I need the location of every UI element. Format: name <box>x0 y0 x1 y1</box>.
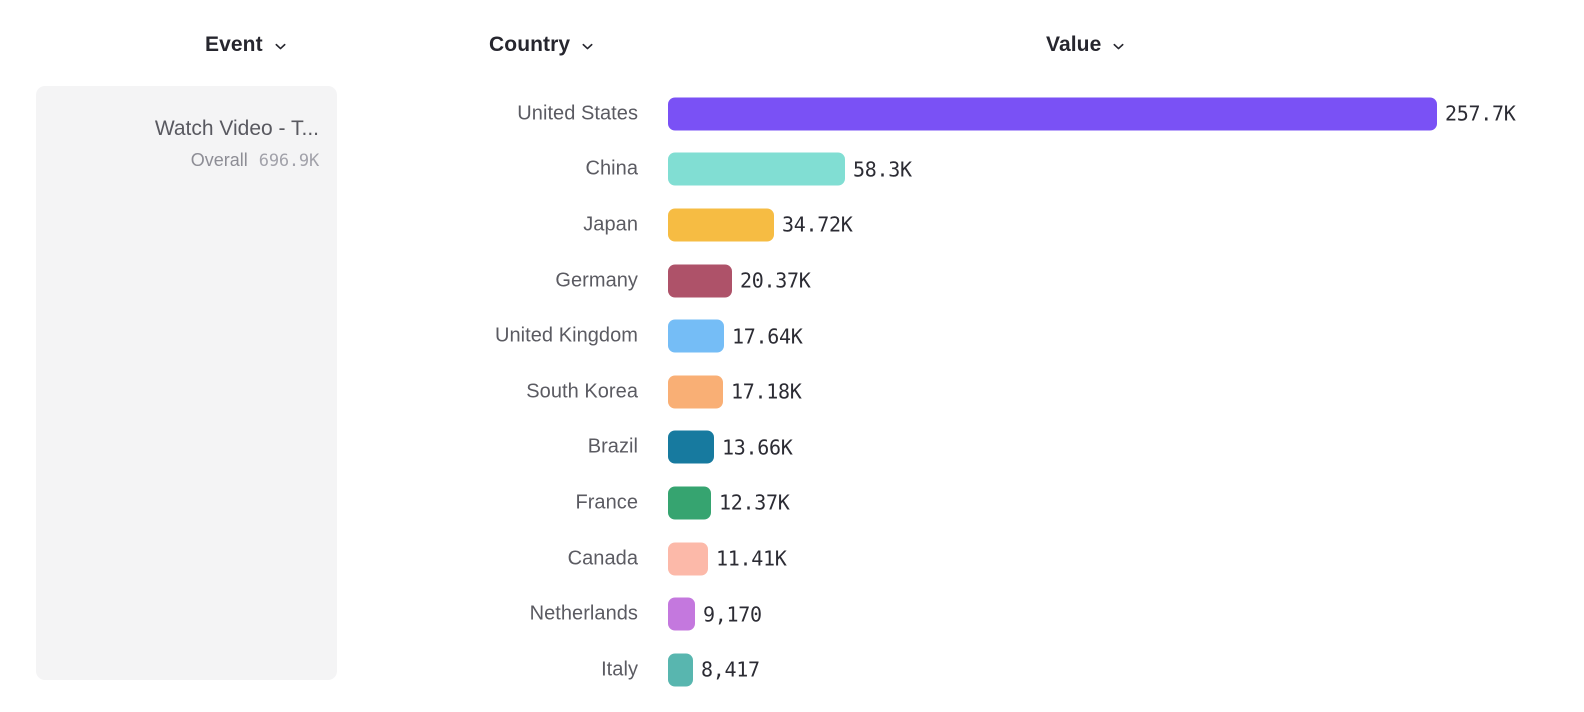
bar-row-label: United Kingdom <box>494 324 638 347</box>
bar-row-label: France <box>575 491 638 514</box>
bar-row[interactable]: United Kingdom 17.64K <box>0 308 1584 364</box>
bar-row[interactable]: South Korea 17.18K <box>0 364 1584 420</box>
bar-row-label: China <box>585 157 638 180</box>
bar[interactable] <box>668 152 845 186</box>
bar-row[interactable]: China 58.3K <box>0 142 1584 198</box>
bar-row-bar-wrap: 13.66K <box>668 430 793 464</box>
bar-row-bar-wrap: 9,170 <box>668 597 762 631</box>
bar-row[interactable]: Japan 34.72K <box>0 197 1584 253</box>
bar-row[interactable]: Brazil 13.66K <box>0 420 1584 476</box>
bar-value-label: 20.37K <box>740 268 811 293</box>
bar-row-label: Italy <box>601 658 638 681</box>
bar-row-bar-wrap: 58.3K <box>668 152 912 186</box>
bar-row-label: United States <box>517 102 638 125</box>
bar[interactable] <box>668 319 724 353</box>
bar-value-label: 17.64K <box>732 324 803 349</box>
bar[interactable] <box>668 597 695 631</box>
event-card-overall-label: Overall <box>190 150 248 170</box>
column-header-event-label: Event <box>205 33 263 56</box>
bar-value-label: 34.72K <box>782 212 853 237</box>
bar-row[interactable]: Italy 8,417 <box>0 642 1584 698</box>
bar-value-label: 13.66K <box>722 435 793 460</box>
bar-value-label: 11.41K <box>716 546 787 571</box>
event-card-title: Watch Video - T... <box>154 117 319 140</box>
bar-row-label: Japan <box>583 213 638 236</box>
bar-row-label: Brazil <box>587 435 638 458</box>
bar-row[interactable]: United States 257.7K <box>0 86 1584 142</box>
bar-row[interactable]: Germany 20.37K <box>0 253 1584 309</box>
chevron-down-icon[interactable] <box>273 39 288 54</box>
column-header-event[interactable]: Event <box>205 33 288 57</box>
bar[interactable] <box>668 486 711 520</box>
bar-row-label: Netherlands <box>529 602 638 625</box>
bar-value-label: 12.37K <box>719 490 790 515</box>
chevron-down-icon[interactable] <box>1111 39 1126 54</box>
bar-row[interactable]: France 12.37K <box>0 475 1584 531</box>
bar-value-label: 257.7K <box>1445 101 1516 126</box>
column-header-country-label: Country <box>489 33 571 56</box>
bar[interactable] <box>668 430 714 464</box>
column-header-value-label: Value <box>1046 33 1102 56</box>
bar[interactable] <box>668 264 732 298</box>
event-card-overall-value: 696.9K <box>258 151 319 171</box>
bar-value-label: 58.3K <box>853 157 912 182</box>
column-header-row: Event Country Value <box>0 0 1584 86</box>
bar-row-label: Germany <box>555 269 638 292</box>
bar-row[interactable]: Canada 11.41K <box>0 531 1584 587</box>
event-card-overall: Overall 696.9K <box>191 150 319 171</box>
bar-value-label: 9,170 <box>703 602 762 627</box>
bar-row-bar-wrap: 20.37K <box>668 264 811 298</box>
bar-rows: United States 257.7K China 58.3K Japan 34.72K… <box>0 86 1584 698</box>
bar-row-bar-wrap: 11.41K <box>668 542 787 576</box>
bar-row-bar-wrap: 12.37K <box>668 486 790 520</box>
bar-row-bar-wrap: 17.18K <box>668 375 802 409</box>
event-card[interactable]: Watch Video - T... Overall 696.9K <box>36 86 337 680</box>
bar-value-label: 8,417 <box>701 657 760 682</box>
bar-row-label: South Korea <box>526 380 638 403</box>
bar[interactable] <box>668 653 693 687</box>
bar-row-label: Canada <box>567 547 638 570</box>
bar[interactable] <box>668 375 723 409</box>
bar-row-bar-wrap: 8,417 <box>668 653 760 687</box>
chevron-down-icon[interactable] <box>580 39 595 54</box>
bar-row-bar-wrap: 257.7K <box>668 97 1516 131</box>
column-header-country[interactable]: Country <box>489 33 595 57</box>
bar-value-label: 17.18K <box>731 379 802 404</box>
column-header-value[interactable]: Value <box>1046 33 1126 57</box>
bar[interactable] <box>668 542 708 576</box>
bar[interactable] <box>668 208 774 242</box>
bar[interactable] <box>668 97 1437 131</box>
bar-row[interactable]: Netherlands 9,170 <box>0 586 1584 642</box>
bar-row-bar-wrap: 17.64K <box>668 319 803 353</box>
bar-row-bar-wrap: 34.72K <box>668 208 853 242</box>
